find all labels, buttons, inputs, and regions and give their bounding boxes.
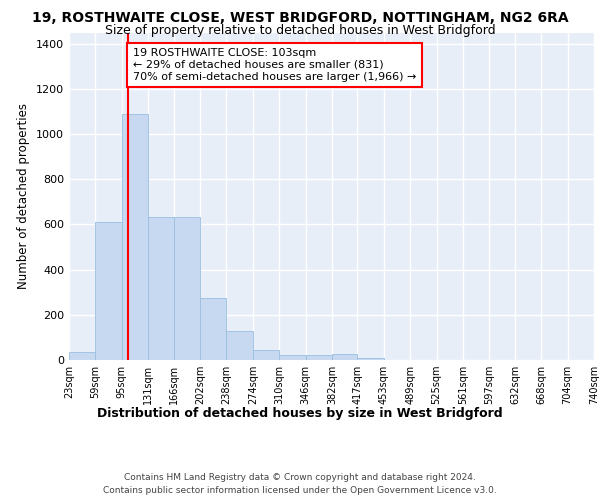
Bar xyxy=(174,216,200,360)
Y-axis label: Number of detached properties: Number of detached properties xyxy=(17,104,31,289)
Text: Distribution of detached houses by size in West Bridgford: Distribution of detached houses by size … xyxy=(97,408,503,420)
Bar xyxy=(332,354,358,360)
Bar xyxy=(148,216,174,360)
Bar xyxy=(279,356,305,360)
Text: Contains HM Land Registry data © Crown copyright and database right 2024.
Contai: Contains HM Land Registry data © Crown c… xyxy=(103,472,497,494)
Bar xyxy=(253,350,279,360)
Bar xyxy=(226,330,253,360)
Bar xyxy=(305,356,332,360)
Bar xyxy=(358,358,384,360)
Bar xyxy=(200,298,226,360)
Bar xyxy=(122,114,148,360)
Bar xyxy=(69,352,95,360)
Text: 19, ROSTHWAITE CLOSE, WEST BRIDGFORD, NOTTINGHAM, NG2 6RA: 19, ROSTHWAITE CLOSE, WEST BRIDGFORD, NO… xyxy=(32,11,568,25)
Text: 19 ROSTHWAITE CLOSE: 103sqm
← 29% of detached houses are smaller (831)
70% of se: 19 ROSTHWAITE CLOSE: 103sqm ← 29% of det… xyxy=(133,48,416,82)
Text: Size of property relative to detached houses in West Bridgford: Size of property relative to detached ho… xyxy=(104,24,496,37)
Bar xyxy=(95,222,122,360)
